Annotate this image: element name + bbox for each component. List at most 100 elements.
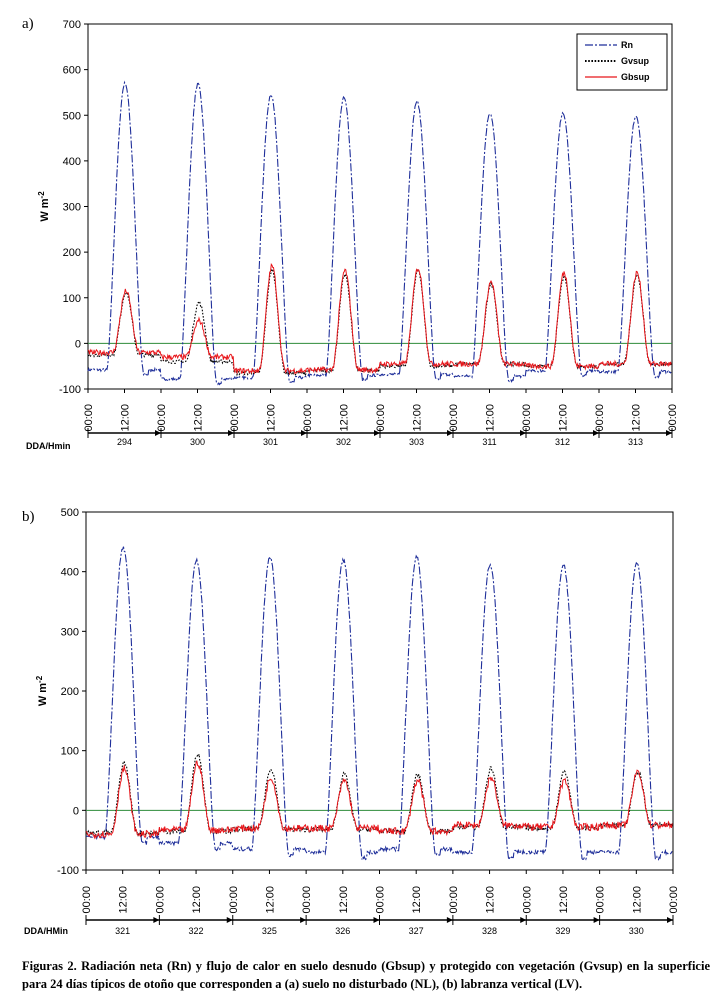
- x-tick-label: 12:00: [558, 886, 570, 914]
- series-line-rn: [87, 80, 672, 386]
- plot-frame: [85, 511, 674, 871]
- day-arrow: [446, 917, 453, 923]
- day-arrow: [300, 917, 307, 923]
- y-tick-label: 200: [61, 686, 79, 698]
- day-arrow: [301, 430, 307, 436]
- x-tick-label: 00:00: [81, 886, 93, 914]
- y-axis-label: W m-2: [35, 675, 49, 706]
- x-tick-label: 12:00: [631, 886, 643, 914]
- day-label: 302: [336, 437, 351, 447]
- y-tick-label: 600: [63, 65, 81, 77]
- panel-label: a): [22, 16, 34, 32]
- chart-panel-a: a) -100 0 100 200 300 400 500 600 700 W m-2 00:00 12…: [22, 16, 679, 451]
- y-tick-label: 0: [75, 338, 81, 350]
- day-label: 294: [117, 437, 132, 447]
- y-axis-label-unit: W m: [37, 683, 49, 706]
- series-line-gvsup: [87, 267, 672, 377]
- day-arrow: [520, 917, 527, 923]
- y-axis-label-exponent: -2: [35, 675, 44, 683]
- x-tick-label: 12:00: [339, 404, 351, 432]
- x-tick-label: 00:00: [156, 404, 168, 432]
- x-tick-label: 00:00: [595, 886, 607, 914]
- y-tick-label: 100: [63, 293, 81, 305]
- y-tick-label: 500: [63, 110, 81, 122]
- x-tick-label: 00:00: [594, 404, 606, 432]
- y-axis-label-unit: W m: [39, 198, 51, 221]
- x-tick-label: 12:00: [411, 886, 423, 914]
- figure-caption: Figuras 2. Radiación neta (Rn) y flujo d…: [22, 959, 710, 991]
- day-arrow: [593, 917, 600, 923]
- x-tick-label: 12:00: [193, 404, 205, 432]
- y-tick-label: -100: [59, 384, 81, 396]
- day-label: 311: [482, 437, 496, 447]
- series-line-gvsup: [85, 754, 673, 838]
- day-label: 301: [263, 437, 278, 447]
- y-tick-label: 400: [61, 567, 79, 579]
- x-tick-label: 00:00: [668, 886, 680, 914]
- y-tick-label: 300: [61, 626, 79, 638]
- day-label: 303: [409, 437, 424, 447]
- x-tick-label: 12:00: [338, 886, 350, 914]
- x-tick-label: 00:00: [228, 886, 240, 914]
- day-label: 329: [555, 926, 570, 936]
- day-label: 330: [629, 926, 644, 936]
- day-label: 325: [262, 926, 277, 936]
- series-line-gbsup: [87, 263, 672, 376]
- x-tick-label: 00:00: [302, 404, 314, 432]
- day-arrow: [155, 430, 161, 436]
- chart-panel-b: b) -100 0 100 200 300 400 500 W m-2 00:00 12:00 00:…: [22, 507, 680, 936]
- x-tick-label: 00:00: [521, 404, 533, 432]
- day-arrow: [666, 430, 672, 436]
- day-label: 313: [628, 437, 643, 447]
- day-arrow: [374, 430, 380, 436]
- day-axis-label: DDA/HMin: [24, 926, 68, 936]
- legend-label: Gvsup: [621, 56, 650, 66]
- day-label: 326: [335, 926, 350, 936]
- x-tick-label: 12:00: [558, 404, 570, 432]
- day-label: 328: [482, 926, 497, 936]
- legend-label: Rn: [621, 40, 633, 50]
- x-tick-label: 12:00: [412, 404, 424, 432]
- x-tick-label: 00:00: [229, 404, 241, 432]
- panel-label: b): [22, 509, 35, 525]
- x-tick-label: 12:00: [118, 886, 130, 914]
- day-label: 312: [555, 437, 570, 447]
- y-axis-label-exponent: -2: [37, 191, 46, 199]
- series-line-rn: [85, 546, 673, 862]
- legend-label: Gbsup: [621, 72, 650, 82]
- x-tick-label: 12:00: [485, 404, 497, 432]
- x-tick-label: 00:00: [301, 886, 313, 914]
- day-arrow: [373, 917, 380, 923]
- x-tick-label: 00:00: [448, 886, 460, 914]
- day-arrow: [593, 430, 599, 436]
- day-arrow: [226, 917, 233, 923]
- x-tick-label: 12:00: [266, 404, 278, 432]
- y-tick-label: 200: [63, 247, 81, 259]
- x-tick-label: 00:00: [448, 404, 460, 432]
- day-arrow: [520, 430, 526, 436]
- day-arrow: [228, 430, 234, 436]
- y-axis-label: W m-2: [37, 191, 51, 222]
- y-tick-label: -100: [57, 865, 79, 877]
- x-tick-label: 00:00: [375, 404, 387, 432]
- y-tick-label: 100: [61, 746, 79, 758]
- day-arrow: [667, 917, 673, 923]
- x-tick-label: 00:00: [521, 886, 533, 914]
- x-tick-label: 12:00: [120, 404, 132, 432]
- day-label: 322: [189, 926, 204, 936]
- day-axis-label: DDA/Hmin: [26, 441, 71, 451]
- day-label: 300: [190, 437, 205, 447]
- day-label: 327: [409, 926, 424, 936]
- series-line-gbsup: [85, 760, 673, 840]
- day-arrow: [447, 430, 453, 436]
- x-tick-label: 00:00: [154, 886, 166, 914]
- x-tick-label: 12:00: [631, 404, 643, 432]
- y-tick-label: 700: [63, 19, 81, 31]
- y-tick-label: 300: [63, 202, 81, 214]
- x-tick-label: 00:00: [667, 404, 679, 432]
- day-label: 321: [115, 926, 130, 936]
- x-tick-label: 00:00: [375, 886, 387, 914]
- day-arrow: [153, 917, 160, 923]
- x-tick-label: 12:00: [264, 886, 276, 914]
